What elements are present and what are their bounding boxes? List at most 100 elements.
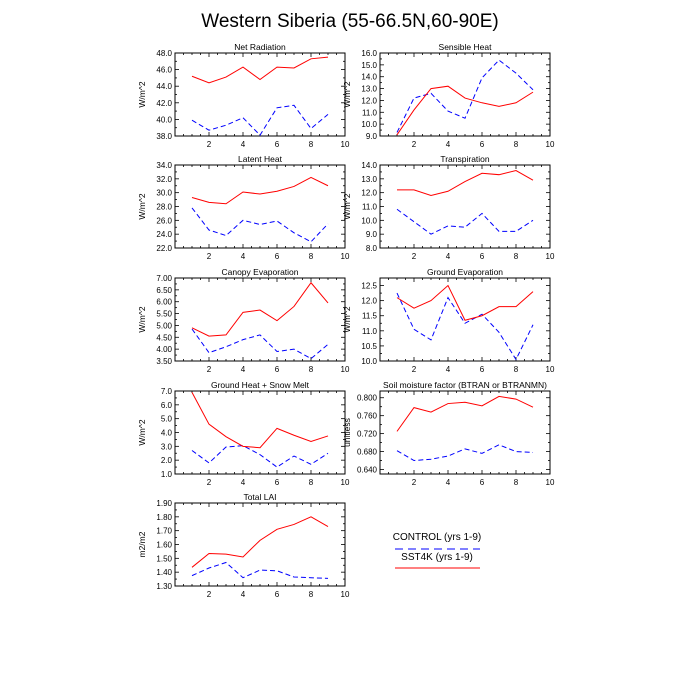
ground-evaporation-ytick-label: 12.5 <box>361 282 377 291</box>
ground-heat-snow-melt-xtick-label: 4 <box>241 478 246 487</box>
ground-evaporation-xtick-label: 8 <box>514 365 519 374</box>
latent-heat-ytick-label: 30.0 <box>156 189 172 198</box>
panel-latent-heat: Latent Heat 2 4 6 8 10 22.0 24.0 26.0 28.0 30.0 32.… <box>137 154 350 261</box>
transpiration-xtick-label: 2 <box>412 252 417 261</box>
total-lai-xtick-label: 4 <box>241 590 246 599</box>
panel-transpiration: Transpiration 2 4 6 8 10 8.0 9.0 10.0 11.0 12.0 13.… <box>342 154 555 261</box>
total-lai-ytick-label: 1.90 <box>156 499 172 508</box>
soil-moisture-factor-btran-or-btranmn-ytick-label: 0.760 <box>357 412 378 421</box>
canopy-evaporation-xtick-label: 6 <box>275 365 280 374</box>
soil-moisture-factor-btran-or-btranmn-series-control-yrs-1-9 <box>396 444 534 462</box>
soil-moisture-factor-btran-or-btranmn-xtick-label: 10 <box>546 478 555 487</box>
transpiration-point-control-yrs-1-9 <box>464 226 466 228</box>
ground-heat-snow-melt-series-sst4k-yrs-1-9 <box>191 392 329 449</box>
ground-heat-snow-melt-ytick-label: 6.0 <box>161 401 173 410</box>
net-radiation-title: Net Radiation <box>234 42 286 52</box>
ground-heat-snow-melt-frame <box>174 390 346 475</box>
latent-heat-ytick-label: 32.0 <box>156 175 172 184</box>
total-lai-ytick-label: 1.40 <box>156 568 172 577</box>
soil-moisture-factor-btran-or-btranmn-xtick-label: 8 <box>514 478 519 487</box>
canopy-evaporation-series-control-yrs-1-9 <box>191 328 329 360</box>
sensible-heat-frame <box>379 52 551 137</box>
net-radiation-ytick-label: 38.0 <box>156 132 172 141</box>
transpiration-xtick-label: 6 <box>480 252 485 261</box>
ground-heat-snow-melt-xtick-label: 10 <box>341 478 350 487</box>
latent-heat-ytick-label: 34.0 <box>156 161 172 170</box>
canopy-evaporation-ytick-label: 4.50 <box>156 333 172 342</box>
latent-heat-xtick-label: 6 <box>275 252 280 261</box>
ground-evaporation-series-sst4k-yrs-1-9 <box>396 284 534 321</box>
transpiration-ytick-label: 14.0 <box>361 161 377 170</box>
latent-heat-title: Latent Heat <box>238 154 283 164</box>
ground-evaporation-ytick-label: 11.5 <box>362 312 378 321</box>
ground-heat-snow-melt-ytick-label: 3.0 <box>161 442 173 451</box>
ground-heat-snow-melt-ytick-label: 4.0 <box>161 429 173 438</box>
latent-heat-ytick-label: 24.0 <box>156 230 172 239</box>
latent-heat-ytick-label: 22.0 <box>156 244 172 253</box>
canopy-evaporation-title: Canopy Evaporation <box>221 267 298 277</box>
net-radiation-ytick-label: 42.0 <box>156 99 172 108</box>
ground-heat-snow-melt-title: Ground Heat + Snow Melt <box>211 380 310 390</box>
transpiration-ytick-label: 10.0 <box>361 216 377 225</box>
ground-evaporation-ytick-label: 10.5 <box>361 342 377 351</box>
total-lai-xtick-label: 8 <box>309 590 314 599</box>
ground-heat-snow-melt-xtick-label: 2 <box>207 478 212 487</box>
total-lai-ylabel: m2/m2 <box>137 531 147 557</box>
ground-evaporation-xtick-label: 10 <box>546 365 555 374</box>
transpiration-ytick-label: 13.0 <box>361 175 377 184</box>
net-radiation-ytick-label: 40.0 <box>156 115 172 124</box>
ground-evaporation-xtick-label: 4 <box>446 365 451 374</box>
canopy-evaporation-xtick-label: 10 <box>341 365 350 374</box>
total-lai-title: Total LAI <box>243 492 276 502</box>
soil-moisture-factor-btran-or-btranmn-xtick-label: 2 <box>412 478 417 487</box>
latent-heat-ytick-label: 28.0 <box>156 203 172 212</box>
transpiration-ytick-label: 12.0 <box>361 189 377 198</box>
canopy-evaporation-ytick-label: 5.00 <box>156 321 172 330</box>
ground-evaporation-ytick-label: 12.0 <box>361 297 377 306</box>
canopy-evaporation-series-sst4k-yrs-1-9 <box>191 281 329 337</box>
soil-moisture-factor-btran-or-btranmn-ytick-label: 0.640 <box>357 466 378 475</box>
canopy-evaporation-ytick-label: 6.00 <box>156 298 172 307</box>
latent-heat-ylabel: W/m^2 <box>137 193 147 219</box>
latent-heat-ytick-label: 26.0 <box>156 216 172 225</box>
net-radiation-xtick-label: 2 <box>207 140 212 149</box>
latent-heat-point-control-yrs-1-9 <box>259 223 261 225</box>
latent-heat-xtick-label: 4 <box>241 252 246 261</box>
total-lai-frame <box>174 502 346 587</box>
total-lai-ytick-label: 1.30 <box>156 582 172 591</box>
transpiration-ytick-label: 8.0 <box>366 244 378 253</box>
canopy-evaporation-ytick-label: 5.50 <box>156 310 172 319</box>
canopy-evaporation-ytick-label: 6.50 <box>156 286 172 295</box>
soil-moisture-factor-btran-or-btranmn-ytick-label: 0.720 <box>357 430 378 439</box>
total-lai-xtick-label: 10 <box>341 590 350 599</box>
net-radiation-ytick-label: 48.0 <box>156 49 172 58</box>
sensible-heat-ytick-label: 16.0 <box>361 49 377 58</box>
panel-ground-evaporation: Ground Evaporation 2 4 6 8 10 10.0 10.5 11.0 11.5… <box>342 267 555 374</box>
sensible-heat-ytick-label: 11.0 <box>362 108 378 117</box>
net-radiation-ytick-label: 44.0 <box>156 82 172 91</box>
ground-heat-snow-melt-series-control-yrs-1-9 <box>191 445 329 468</box>
latent-heat-xtick-label: 10 <box>341 252 350 261</box>
transpiration-series-sst4k-yrs-1-9 <box>397 170 534 196</box>
latent-heat-frame <box>174 164 346 249</box>
net-radiation-frame <box>174 52 346 137</box>
transpiration-ytick-label: 11.0 <box>362 203 378 212</box>
ground-evaporation-series-control-yrs-1-9 <box>396 292 534 361</box>
sensible-heat-xtick-label: 4 <box>446 140 451 149</box>
panel-total-lai: Total LAI 2 4 6 8 10 1.30 1.40 1.50 1.60 1.70 1.80 1… <box>137 492 350 599</box>
panel-net-radiation: Net Radiation 2 4 6 8 10 38.0 40.0 42.0 44.0 46.0 4… <box>137 42 350 149</box>
latent-heat-xtick-label: 2 <box>207 252 212 261</box>
ground-evaporation-ytick-label: 11.0 <box>362 327 378 336</box>
soil-moisture-factor-btran-or-btranmn-xtick-label: 4 <box>446 478 451 487</box>
net-radiation-point-control-yrs-1-9 <box>310 127 312 129</box>
transpiration-frame <box>379 164 551 249</box>
sensible-heat-series-sst4k-yrs-1-9 <box>396 85 534 136</box>
ground-heat-snow-melt-xtick-label: 8 <box>309 478 314 487</box>
net-radiation-ytick-label: 46.0 <box>156 66 172 75</box>
panel-sensible-heat: Sensible Heat 2 4 6 8 10 9.0 10.0 11.0 12.0 13.0 14… <box>342 42 555 149</box>
total-lai-xtick-label: 2 <box>207 590 212 599</box>
canopy-evaporation-xtick-label: 2 <box>207 365 212 374</box>
transpiration-ylabel: W/m^2 <box>342 193 352 219</box>
net-radiation-xtick-label: 6 <box>275 140 280 149</box>
